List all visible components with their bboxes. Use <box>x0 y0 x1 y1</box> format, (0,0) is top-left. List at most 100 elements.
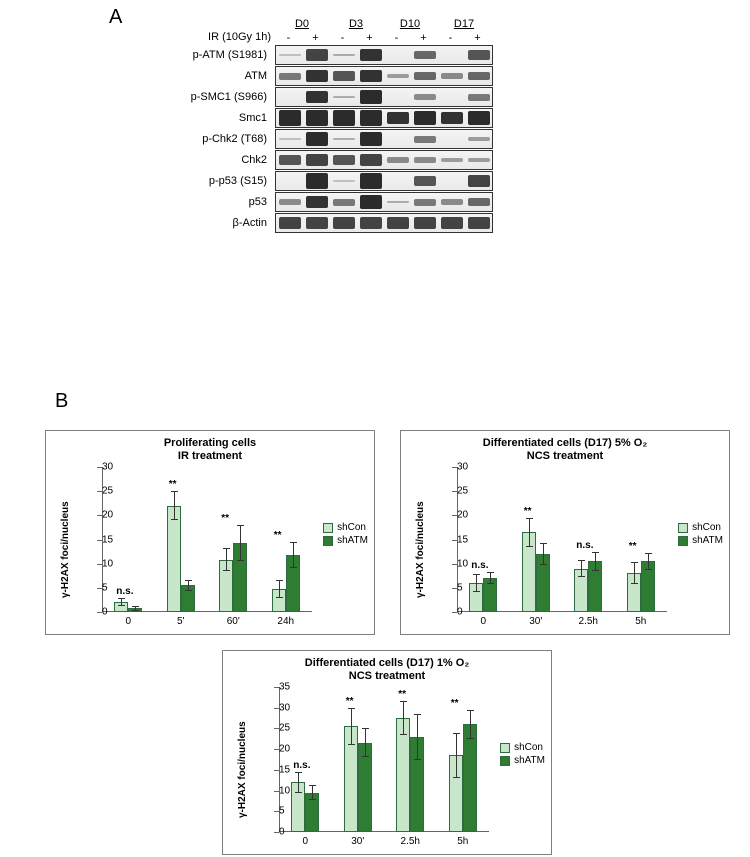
chart-bar-group <box>272 555 300 612</box>
blot-band <box>360 70 382 83</box>
chart-errorbar <box>298 772 299 793</box>
chart-y-tick-label: 30 <box>457 462 464 473</box>
blot-band <box>333 110 355 125</box>
blot-band <box>387 217 409 228</box>
blot-band <box>387 157 409 163</box>
panel-b-label: B <box>55 390 68 413</box>
legend-row: shATM <box>500 755 545 766</box>
chart-bar-shcon <box>167 506 181 612</box>
blot-lane <box>384 172 411 190</box>
blot-pm-sign: + <box>464 32 491 44</box>
chart-x-tick-label: 0 <box>102 612 155 627</box>
blot-lane <box>276 88 303 106</box>
blot-band <box>279 155 301 165</box>
blot-lane <box>357 88 384 106</box>
blot-band <box>441 199 463 205</box>
chart-errorbar <box>581 560 582 577</box>
chart-y-tick-label: 25 <box>457 486 464 497</box>
chart-errorbar <box>476 574 477 591</box>
chart-bar-shatm <box>588 561 602 612</box>
chart-y-title: γ-H2AX foci/nucleus <box>60 501 71 598</box>
blot-lane-strip <box>275 192 493 212</box>
blot-lane-strip <box>275 213 493 233</box>
blot-lane <box>411 46 438 64</box>
blot-band <box>360 110 382 125</box>
blot-band <box>306 217 328 228</box>
blot-lane <box>384 109 411 127</box>
blot-lane-strip <box>275 45 493 65</box>
blot-lane <box>438 46 465 64</box>
blot-lane <box>330 46 357 64</box>
chart-y-tick-label: 20 <box>457 510 464 521</box>
legend-label: shATM <box>337 535 368 546</box>
chart-bar <box>463 724 477 832</box>
chart-x-tick-label: 30' <box>332 832 385 847</box>
blot-row-8: β-Actin <box>275 213 493 233</box>
chart-errorbar <box>543 543 544 564</box>
chart-errorbar <box>529 518 530 547</box>
chart-bar-shcon <box>219 560 233 612</box>
chart-bar-shcon <box>574 569 588 613</box>
chart-bar-group <box>627 561 655 612</box>
blot-lane <box>303 109 330 127</box>
blot-row-label: ATM <box>245 70 273 82</box>
blot-lane <box>303 88 330 106</box>
blot-lane <box>438 88 465 106</box>
blot-row-label: p-ATM (S1981) <box>193 49 273 61</box>
blot-lane <box>357 151 384 169</box>
blot-band <box>333 71 355 81</box>
chart-significance: ** <box>629 541 637 552</box>
blot-band <box>306 173 328 188</box>
chart-y-tick-label: 25 <box>102 486 109 497</box>
chart-bar-shatm <box>463 724 477 832</box>
chart-bar-group <box>449 724 477 832</box>
blot-band <box>306 91 328 104</box>
chart-x-tick-label: 30' <box>510 612 563 627</box>
blot-row-2: p-SMC1 (S966) <box>275 87 493 107</box>
chart-errorbar <box>595 552 596 571</box>
chart-y-tick-label: 15 <box>279 764 286 775</box>
blot-row-label: p53 <box>249 196 273 208</box>
chart-x-tick-label: 2.5h <box>384 832 437 847</box>
blot-band <box>333 54 355 57</box>
blot-pm-group: -+ <box>437 32 491 44</box>
chart-legend: shConshATM <box>678 522 723 548</box>
chart-errorbar <box>240 525 241 562</box>
chart-y-tick-label: 10 <box>457 558 464 569</box>
chart-y-tick-label: 5 <box>102 582 109 593</box>
blot-band <box>279 73 301 80</box>
blot-lane <box>357 172 384 190</box>
blot-lane <box>303 214 330 232</box>
blot-lane <box>465 88 492 106</box>
blot-lane <box>465 67 492 85</box>
chart-bar-shatm <box>358 743 372 832</box>
blot-lane <box>384 88 411 106</box>
legend-swatch <box>500 756 510 766</box>
chart-bar-group <box>114 602 142 612</box>
blot-band <box>333 180 355 181</box>
chart-errorbar <box>351 708 352 745</box>
blot-pm-sign: + <box>302 32 329 44</box>
chart-bar-shcon <box>469 583 483 612</box>
blot-band <box>468 175 490 186</box>
blot-lane <box>465 214 492 232</box>
chart-significance: ** <box>274 530 282 541</box>
chart-bar-shcon <box>291 782 305 832</box>
chart-bar-shcon <box>449 755 463 832</box>
blot-band <box>360 132 382 146</box>
blot-lane <box>303 46 330 64</box>
chart-errorbar <box>188 580 189 592</box>
chart-errorbar <box>417 714 418 760</box>
blot-band <box>468 72 490 80</box>
legend-row: shATM <box>678 535 723 546</box>
chart-y-title: γ-H2AX foci/nucleus <box>415 501 426 598</box>
blot-band <box>468 50 490 60</box>
blot-band <box>333 138 355 141</box>
chart-bar-shcon <box>396 718 410 832</box>
chart-title: Differentiated cells (D17) 5% O₂ NCS tre… <box>401 437 729 463</box>
blot-lane <box>303 193 330 211</box>
blot-band <box>414 72 436 80</box>
blot-day-3: D17 <box>437 18 491 30</box>
blot-band <box>306 110 328 125</box>
blot-lane <box>330 67 357 85</box>
